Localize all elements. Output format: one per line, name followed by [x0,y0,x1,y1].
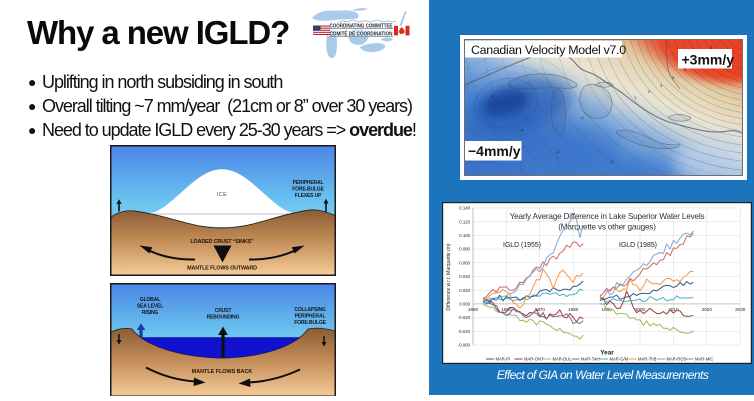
svg-text:COMITÉ DE COORDINATION: COMITÉ DE COORDINATION [330,30,393,38]
svg-text:(Marquette vs other gauges): (Marquette vs other gauges) [558,223,656,232]
svg-text:MANTLE FLOWS OUTWARD: MANTLE FLOWS OUTWARD [187,266,257,272]
svg-text:2020: 2020 [702,307,713,312]
svg-text:0.140: 0.140 [459,206,470,211]
svg-text:GLOBAL: GLOBAL [140,297,160,303]
svg-text:−4mm/y: −4mm/y [468,143,521,159]
svg-text:+3mm/y: +3mm/y [682,51,735,67]
svg-text:3: 3 [660,83,663,88]
svg-text:0.120: 0.120 [459,219,470,224]
svg-text:2000: 2000 [635,307,646,312]
svg-text:FORE-BULGE: FORE-BULGE [294,320,326,326]
svg-text:1990: 1990 [601,307,612,312]
svg-text:Difference w.r.t. Marquette (m: Difference w.r.t. Marquette (m) [446,243,452,310]
svg-text:MAR-DUL: MAR-DUL [553,357,573,362]
svg-text:-4: -4 [490,93,494,98]
svg-text:2030: 2030 [735,307,746,312]
svg-text:LOADED CRUST “SINKS”: LOADED CRUST “SINKS” [190,239,254,245]
svg-text:0.020: 0.020 [459,288,470,293]
svg-text:IGLD (1955): IGLD (1955) [503,242,541,249]
svg-text:Year: Year [600,350,614,357]
svg-text:MAR-PI: MAR-PI [496,357,511,362]
svg-text:-0.020: -0.020 [458,315,471,320]
svg-text:0.080: 0.080 [459,247,470,252]
svg-text:0.000: 0.000 [459,302,470,307]
svg-text:1960: 1960 [501,307,512,312]
svg-text:-2: -2 [580,115,584,120]
svg-text:5: 5 [684,67,687,72]
svg-text:FLEXES UP: FLEXES UP [295,193,322,199]
svg-text:Canadian Velocity Model v7.0: Canadian Velocity Model v7.0 [471,43,626,57]
svg-text:ICE: ICE [217,192,228,198]
svg-text:0.040: 0.040 [459,274,470,279]
svg-text:0.100: 0.100 [459,233,470,238]
svg-text:FORE-BULGE: FORE-BULGE [292,187,324,193]
svg-text:2010: 2010 [668,307,679,312]
svg-text:MAR-TwH: MAR-TwH [581,357,600,362]
svg-text:COORDINATING COMMITTEE: COORDINATING COMMITTEE [330,24,393,30]
svg-text:SEA LEVEL: SEA LEVEL [137,304,163,310]
svg-text:1980: 1980 [568,307,579,312]
svg-text:1970: 1970 [535,307,546,312]
svg-text:-4: -4 [520,127,524,132]
svg-text:COLLAPSING: COLLAPSING [294,307,326,313]
svg-text:1950: 1950 [468,307,479,312]
svg-text:1: 1 [634,95,637,100]
svg-text:MAR-ONT: MAR-ONT [524,357,544,362]
svg-text:4: 4 [672,75,675,80]
svg-text:-3: -3 [556,149,560,154]
svg-text:PERIPHERAL: PERIPHERAL [295,314,326,320]
svg-text:IGLD (1985): IGLD (1985) [619,242,657,249]
svg-text:MAR-MIC: MAR-MIC [695,357,713,362]
svg-text:-0.040: -0.040 [458,329,471,334]
svg-text:REBOUNDING: REBOUNDING [207,315,240,321]
svg-text:-3: -3 [610,159,614,164]
svg-text:PERIPHERAL: PERIPHERAL [293,180,324,186]
svg-text:RISING: RISING [142,310,159,316]
svg-text:CRUST: CRUST [215,308,232,314]
svg-text:MANTLE FLOWS BACK: MANTLE FLOWS BACK [192,369,253,375]
svg-text:8: 8 [710,45,713,50]
svg-text:Yearly Average Difference in L: Yearly Average Difference in Lake Superi… [510,212,705,221]
svg-text:0.060: 0.060 [459,260,470,265]
svg-text:MAR-ThB: MAR-ThB [638,357,657,362]
svg-text:MAR-G/M: MAR-G/M [610,357,629,362]
svg-text:-0.060: -0.060 [458,343,471,348]
svg-text:MAR-ROS: MAR-ROS [667,357,687,362]
svg-text:2: 2 [648,89,651,94]
